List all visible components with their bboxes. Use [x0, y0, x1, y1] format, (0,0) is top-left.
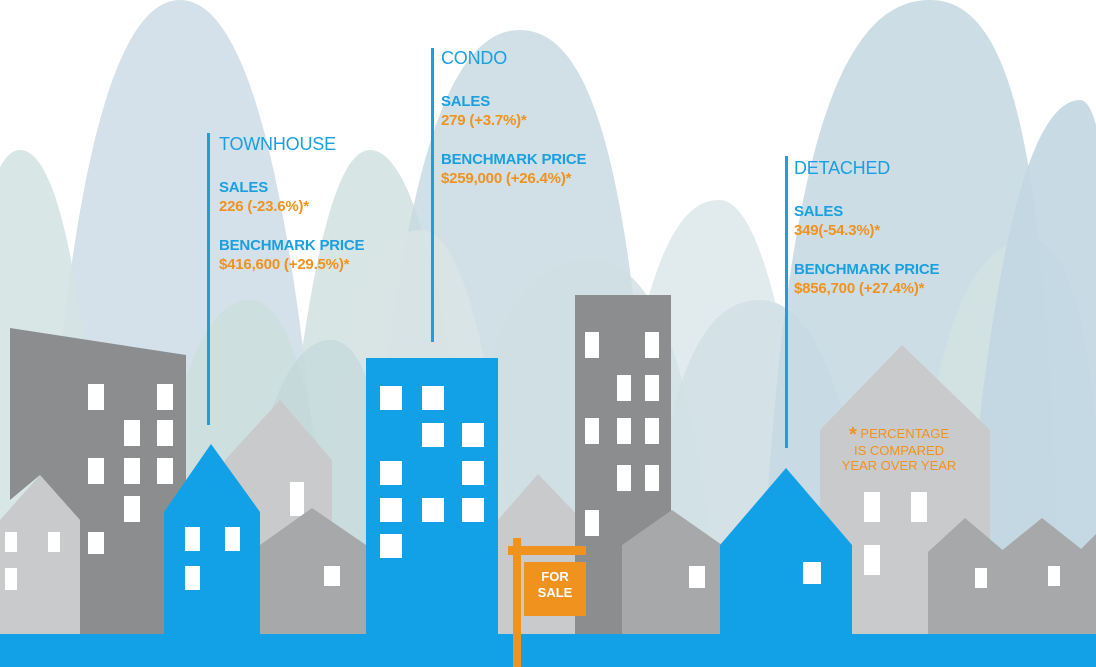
- detached-price-label: BENCHMARK PRICE: [794, 261, 940, 278]
- sign-line-2: SALE: [537, 585, 573, 600]
- detached-price-value: $856,700 (+27.4%)*: [794, 280, 925, 297]
- detached-sales-value: 349(-54.3%)*: [794, 222, 880, 239]
- asterisk-icon: *: [848, 424, 857, 446]
- townhouse-price-label: BENCHMARK PRICE: [219, 237, 365, 254]
- houses-gray-right: [928, 518, 1096, 640]
- sign-line-1: FOR: [541, 569, 569, 584]
- townhouse-title: TOWNHOUSE: [219, 134, 336, 154]
- for-sale-sign-text: FOR SALE: [527, 569, 583, 601]
- condo-price-label: BENCHMARK PRICE: [441, 151, 587, 168]
- condo-price-value: $259,000 (+26.4%)*: [441, 170, 572, 187]
- detached-house-blue: [720, 468, 852, 640]
- condo-sales-value: 279 (+3.7%)*: [441, 112, 527, 129]
- house-light-gray-left: [0, 475, 80, 640]
- condo-connector-line: [431, 48, 434, 342]
- detached-connector-line: [785, 156, 788, 448]
- ground-strip: [0, 634, 1096, 667]
- townhouse-stats: TOWNHOUSE SALES 226 (-23.6%)* BENCHMARK …: [219, 134, 365, 274]
- house-gray-center: [622, 510, 722, 640]
- detached-title: DETACHED: [794, 158, 891, 178]
- townhouse-price-value: $416,600 (+29.5%)*: [219, 256, 350, 273]
- townhouse-sales-value: 226 (-23.6%)*: [219, 198, 309, 215]
- for-sale-sign: [508, 538, 586, 667]
- footnote-line-2: IS COMPARED: [853, 443, 945, 458]
- footnote-line-3: YEAR OVER YEAR: [841, 458, 957, 473]
- detached-sales-label: SALES: [794, 203, 844, 220]
- condo-sales-label: SALES: [441, 93, 491, 110]
- townhouse-connector-line: [207, 133, 210, 425]
- condo-tower-blue: [366, 358, 498, 640]
- townhouse-sales-label: SALES: [219, 179, 269, 196]
- tower-dark-gray-left: [10, 328, 186, 640]
- percentage-footnote: * PERCENTAGE IS COMPARED YEAR OVER YEAR: [835, 424, 963, 473]
- condo-stats: CONDO SALES 279 (+3.7%)* BENCHMARK PRICE…: [441, 48, 587, 188]
- detached-stats: DETACHED SALES 349(-54.3%)* BENCHMARK PR…: [794, 158, 940, 298]
- house-gray-mid: [260, 508, 366, 640]
- condo-title: CONDO: [441, 48, 507, 68]
- footnote-line-1: PERCENTAGE: [860, 426, 950, 441]
- townhouse-blue: [164, 444, 260, 640]
